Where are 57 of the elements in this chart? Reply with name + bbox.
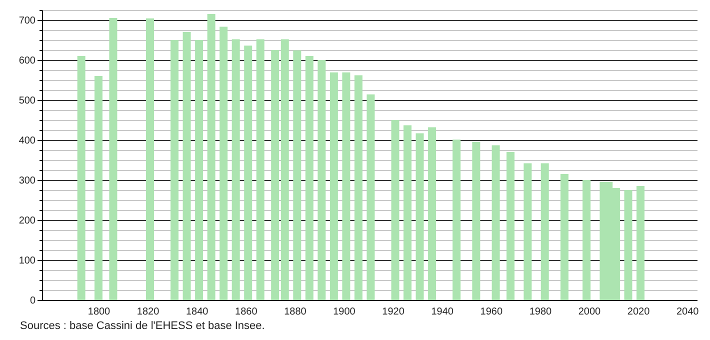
x-tick-label: 1840: [186, 306, 209, 318]
y-tick-label: 700: [18, 16, 36, 26]
bar: [560, 174, 568, 300]
bar: [428, 127, 436, 300]
bar: [305, 56, 314, 300]
x-tick-label: 1880: [284, 306, 307, 318]
x-tick-label: 2020: [627, 306, 650, 318]
bar: [182, 32, 191, 300]
bar: [244, 46, 252, 300]
y-tick-label: 400: [18, 136, 36, 146]
y-tick-label: 0: [30, 296, 36, 306]
bar: [146, 18, 154, 300]
bar: [330, 72, 338, 300]
x-tick-label: 2000: [578, 306, 602, 318]
bar: [416, 133, 424, 300]
bar: [404, 125, 412, 300]
x-tick-label: 1860: [235, 306, 258, 318]
x-tick-label: 1820: [136, 306, 160, 318]
bar: [472, 142, 480, 300]
y-tick-label: 600: [18, 56, 36, 66]
bar: [256, 39, 264, 300]
bar: [366, 94, 375, 300]
bar: [492, 145, 500, 300]
bar: [293, 50, 302, 300]
bar: [582, 180, 591, 300]
bar: [354, 75, 362, 300]
bar: [280, 39, 289, 300]
y-tick-label: 300: [18, 176, 36, 186]
x-tick-label: 1940: [431, 306, 454, 318]
y-tick-label: 100: [18, 256, 36, 266]
bar: [271, 50, 280, 300]
bar: [207, 14, 216, 300]
x-tick-label: 1920: [382, 306, 405, 318]
bar: [170, 40, 179, 300]
bar: [220, 26, 228, 300]
x-tick-label: 1800: [88, 306, 111, 318]
bar: [109, 18, 118, 300]
bar: [624, 190, 632, 300]
x-tick-label: 2040: [676, 306, 700, 318]
x-tick-label: 1900: [333, 306, 356, 318]
source-note: Sources : base Cassini de l'EHESS et base Insee.: [20, 320, 265, 332]
bar: [342, 72, 350, 300]
bar: [636, 186, 644, 300]
bar: [318, 60, 326, 300]
bar: [506, 152, 515, 300]
bar: [524, 163, 532, 300]
bar: [452, 140, 461, 300]
bar: [391, 120, 400, 300]
bar: [94, 76, 102, 300]
y-tick-label: 500: [18, 96, 36, 106]
bar: [540, 163, 549, 300]
bar: [232, 39, 240, 300]
bar: [77, 56, 86, 300]
x-tick-label: 1980: [529, 306, 552, 318]
y-tick-label: 200: [18, 216, 36, 226]
bar: [195, 40, 204, 300]
x-tick-label: 1960: [480, 306, 503, 318]
